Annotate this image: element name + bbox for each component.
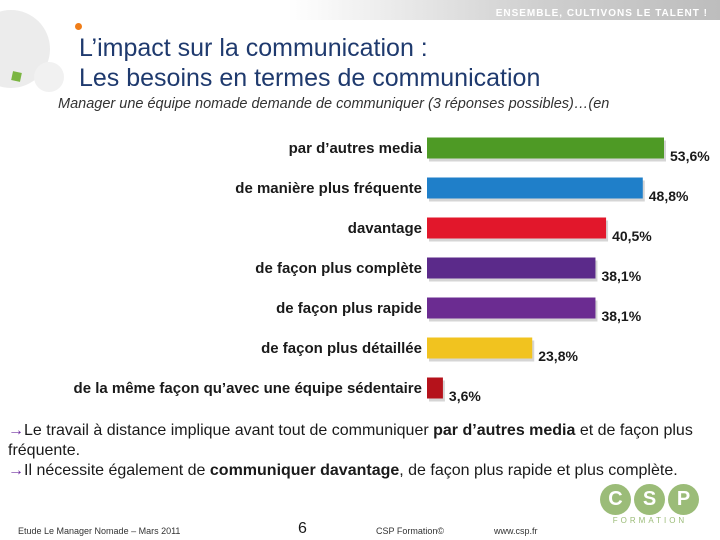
category-label: par d’autres media [289,140,423,157]
logo-letter-c: C [600,484,631,515]
logo-subtitle: FORMATION [612,516,688,525]
bar [427,377,443,399]
bar [427,217,607,239]
bar [427,177,643,199]
category-label: de la même façon qu’avec une équipe séde… [74,380,422,397]
bar [427,137,664,159]
bar [427,337,533,359]
value-label: 48,8% [649,188,689,204]
category-label: de façon plus rapide [276,300,422,317]
bar-chart: par d’autres media 53,6% de manière plus f… [74,137,710,404]
body-paragraph-1: →Le travail à distance implique avant to… [8,421,708,461]
body-text-segment: Le travail à distance implique avant tou… [24,422,434,439]
csp-formation-logo: C S P FORMATION [600,484,700,526]
body-text: →Le travail à distance implique avant to… [8,421,708,481]
body-text-segment: et de façon plus fréquente. [8,422,693,459]
tagline: ENSEMBLE, CULTIVONS LE TALENT ! [495,8,708,19]
footer-study: Etude Le Manager Nomade – Mars 2011 [18,526,181,536]
body-text-bold: communiquer davantage [209,462,400,479]
category-label: de manière plus fréquente [235,180,422,197]
category-label: davantage [348,220,422,237]
slide-title-line2: Les besoins en termes de communication [79,64,541,92]
value-label: 53,6% [670,148,710,164]
value-label: 40,5% [612,228,652,244]
body-paragraph-2: →Il nécessite également de communiquer d… [8,461,708,481]
top-band: ENSEMBLE, CULTIVONS LE TALENT ! [0,0,720,20]
arrow-icon: → [8,422,24,439]
category-label: de façon plus détaillée [261,340,422,357]
value-label: 38,1% [601,268,641,284]
value-label: 23,8% [538,348,578,364]
footer-copyright: CSP Formation© [376,526,444,536]
logo-circles: C S P [600,484,700,515]
slide-title: L’impact sur la communication : Les beso… [79,33,540,93]
bar [427,257,596,279]
decorative-circle-small [34,62,64,92]
slide-title-line1: L’impact sur la communication : [79,34,428,62]
body-text-segment: , de façon plus rapide et plus complète. [399,462,678,479]
category-label: de façon plus complète [255,260,422,277]
logo-letter-p: P [668,484,699,515]
value-label: 3,6% [449,388,481,404]
bars-layer: par d’autres media 53,6% de manière plus f… [74,137,710,404]
page-number: 6 [298,520,307,537]
decorative-green-square [11,71,22,82]
body-text-bold: par d’autres media [433,422,576,439]
decorative-orange-dot [75,23,82,30]
footer-url: www.csp.fr [494,526,538,536]
value-label: 38,1% [601,308,641,324]
logo-letter-s: S [634,484,665,515]
body-text-segment: Il nécessite également de [24,462,210,479]
arrow-icon: → [8,462,24,479]
bar [427,297,596,319]
chart-subtitle: Manager une équipe nomade demande de com… [58,96,610,112]
